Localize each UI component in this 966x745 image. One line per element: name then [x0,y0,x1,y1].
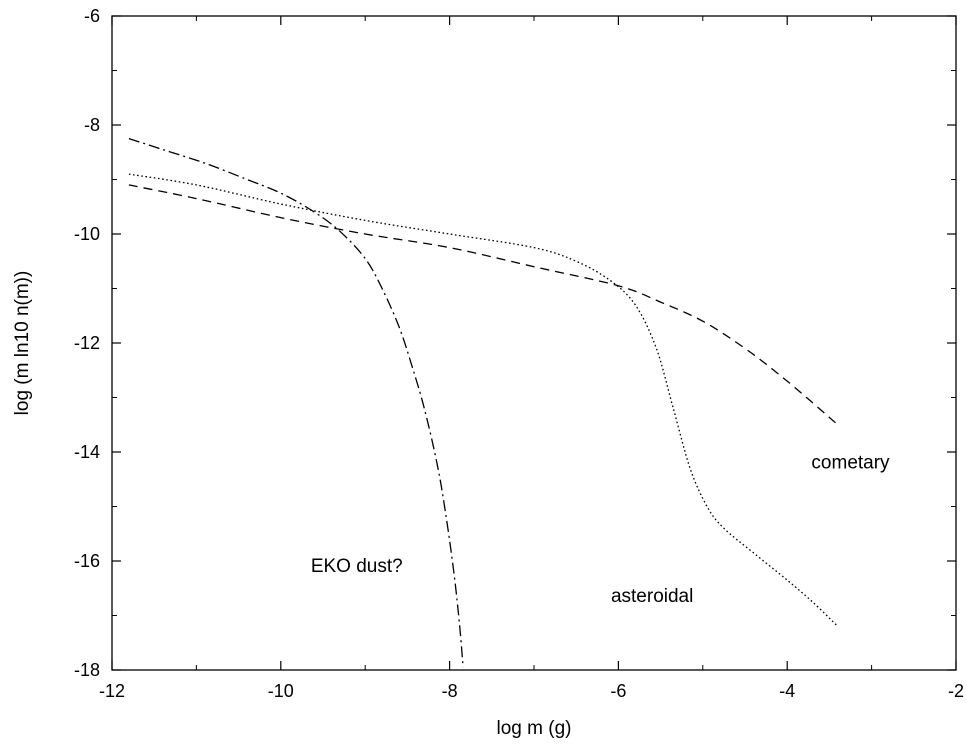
annotation-cometary: cometary [811,452,890,473]
annotation-layer: cometary asteroidal EKO dust? [311,452,890,607]
plot-frame [111,15,957,671]
series-line-cometary [128,184,839,426]
annotation-asteroidal: asteroidal [611,586,693,607]
y-tick-label: -18 [74,660,100,680]
series-layer [128,137,839,668]
y-tick-label: -8 [84,115,100,135]
x-axis-label: log m (g) [497,718,572,739]
series-line-eko [128,137,464,668]
y-tick-label: -6 [84,6,100,26]
x-tick-label: -8 [442,681,458,701]
annotation-eko: EKO dust? [311,556,403,577]
x-tick-label: -6 [610,681,626,701]
x-tick-label: -2 [948,681,964,701]
tick-layer: -12 -10 -8 -6 -4 -2 -18 -16 -14 -12 -10 -8 -6 [74,6,964,701]
y-tick-label: -12 [74,333,100,353]
x-tick-label: -4 [779,681,795,701]
y-axis-label: log (m ln10 n(m)) [12,271,33,416]
x-tick-label: -12 [99,681,125,701]
y-tick-label: -16 [74,551,100,571]
series-line-asteroidal [128,173,839,627]
y-tick-label: -14 [74,442,100,462]
x-tick-label: -10 [268,681,294,701]
y-tick-label: -10 [74,224,100,244]
